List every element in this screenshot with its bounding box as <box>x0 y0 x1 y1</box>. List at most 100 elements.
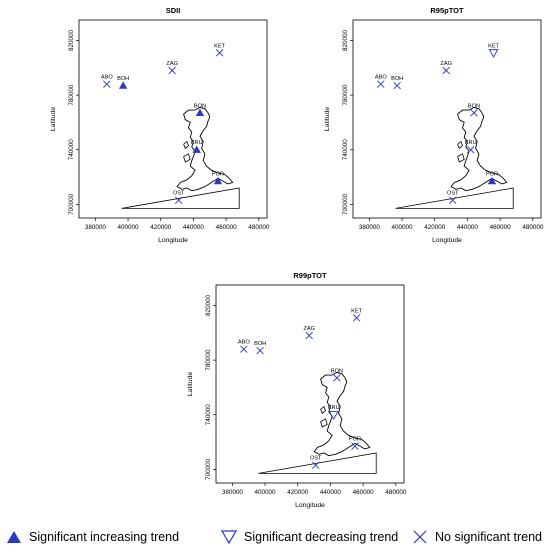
x-tick-label: 420000 <box>424 224 446 231</box>
station-label: POR <box>486 172 498 178</box>
x-tick-label: 420000 <box>287 489 309 496</box>
coastline-outline <box>176 106 234 192</box>
x-tick-label: 380000 <box>222 489 244 496</box>
station-marker-increasing <box>118 81 128 89</box>
station-label: BOH <box>391 76 403 82</box>
station-marker-none <box>240 345 248 353</box>
station-label: ABO <box>375 75 387 81</box>
plot-frame <box>215 284 405 484</box>
station-label: OST <box>310 456 322 462</box>
station-marker-none <box>305 331 313 340</box>
station-label: KET <box>214 43 225 49</box>
chart-panel-2: R95pTOT 380000 400000 420000 440000 460000 480… <box>324 6 544 244</box>
chart-title: R99pTOT <box>293 271 327 280</box>
station-label: ZAG <box>166 61 178 67</box>
x-tick-label: 460000 <box>353 489 375 496</box>
y-tick-label: 700000 <box>68 193 75 215</box>
x-tick-label: 400000 <box>118 224 140 231</box>
station-label: OST <box>447 191 459 197</box>
island-outline <box>320 405 326 415</box>
x-tick-label: 480000 <box>385 489 407 496</box>
station-label: POR <box>212 172 224 178</box>
station-label: BON <box>468 103 480 109</box>
station-marker-none <box>351 442 359 450</box>
x-tick-label: 460000 <box>490 224 512 231</box>
station-label: BON <box>331 368 343 374</box>
legend-item-increasing: Significant increasing trend <box>6 526 179 548</box>
station-marker-increasing <box>487 176 497 185</box>
station-label: ABO <box>101 75 113 81</box>
station-marker-increasing <box>213 176 223 185</box>
station-marker-none <box>256 346 264 355</box>
chart-title: R95pTOT <box>430 6 464 15</box>
x-tick-label: 380000 <box>85 224 107 231</box>
station-label: ZAG <box>303 326 315 332</box>
chart-panel-1: SDII 380000 400000 420000 440000 460000 480000… <box>50 6 270 244</box>
island-outline <box>457 153 465 163</box>
x-axis-label: Longitude <box>295 502 325 509</box>
legend-label-none: No significant trend <box>435 530 543 544</box>
y-tick-label: 820000 <box>205 294 212 316</box>
decreasing-triangle-icon <box>221 530 237 545</box>
station-label: KRU <box>465 140 477 146</box>
chart-title: SDII <box>166 6 181 15</box>
y-axis-label: Latitude <box>324 107 331 131</box>
y-tick-label: 780000 <box>68 84 75 106</box>
station-marker-none <box>442 66 450 75</box>
cross-icon <box>413 530 427 544</box>
y-tick-label: 740000 <box>342 139 349 161</box>
station-marker-decreasing <box>488 49 499 58</box>
island-outline <box>457 140 463 150</box>
plot-frame <box>352 19 542 219</box>
increasing-triangle-icon <box>7 531 21 543</box>
island-outline <box>320 418 328 428</box>
figure-canvas: SDII 380000 400000 420000 440000 460000 480000… <box>50 6 544 509</box>
y-tick-label: 780000 <box>342 84 349 106</box>
plot-frame <box>78 19 268 219</box>
x-tick-label: 440000 <box>457 224 479 231</box>
station-marker-increasing <box>195 108 205 117</box>
x-tick-label: 460000 <box>216 224 238 231</box>
station-label: ZAG <box>440 61 452 67</box>
coastline-outline <box>313 371 371 457</box>
x-tick-label: 440000 <box>320 489 342 496</box>
coastline-outline <box>450 106 508 192</box>
station-marker-none <box>470 109 478 117</box>
station-marker-none <box>333 374 341 382</box>
x-tick-label: 420000 <box>150 224 172 231</box>
x-tick-label: 440000 <box>183 224 205 231</box>
station-marker-none <box>175 196 183 204</box>
legend-label-increasing: Significant increasing trend <box>29 530 180 544</box>
station-marker-decreasing <box>328 411 339 420</box>
station-label: BOH <box>117 76 129 82</box>
x-tick-label: 380000 <box>359 224 381 231</box>
station-marker-none <box>449 196 457 204</box>
legend: Significant increasing trend Significant… <box>0 526 550 548</box>
station-marker-none <box>168 66 176 75</box>
station-label: KRU <box>191 140 203 146</box>
station-label: KET <box>351 308 362 314</box>
station-label: ABO <box>238 340 250 346</box>
y-tick-label: 780000 <box>205 349 212 371</box>
station-marker-none <box>312 461 320 469</box>
station-marker-increasing <box>192 145 201 153</box>
station-label: POR <box>349 437 361 443</box>
x-tick-label: 400000 <box>392 224 414 231</box>
y-tick-label: 740000 <box>68 139 75 161</box>
station-marker-none <box>393 81 401 90</box>
y-axis-label: Latitude <box>50 107 57 131</box>
station-marker-none <box>377 80 385 88</box>
legend-item-none: No significant trend <box>412 526 542 548</box>
station-label: BOH <box>254 341 266 347</box>
y-axis-label: Latitude <box>187 372 194 396</box>
island-outline <box>183 153 191 163</box>
y-tick-label: 700000 <box>342 193 349 215</box>
station-marker-none <box>466 146 475 154</box>
station-marker-none <box>103 80 111 88</box>
chart-panel-3: R99pTOT 380000 400000 420000 440000 460000 480… <box>187 271 407 509</box>
legend-item-decreasing: Significant decreasing trend <box>221 526 398 548</box>
y-tick-label: 820000 <box>68 29 75 51</box>
station-label: BON <box>194 103 206 109</box>
island-outline <box>183 140 189 150</box>
x-tick-label: 480000 <box>248 224 270 231</box>
